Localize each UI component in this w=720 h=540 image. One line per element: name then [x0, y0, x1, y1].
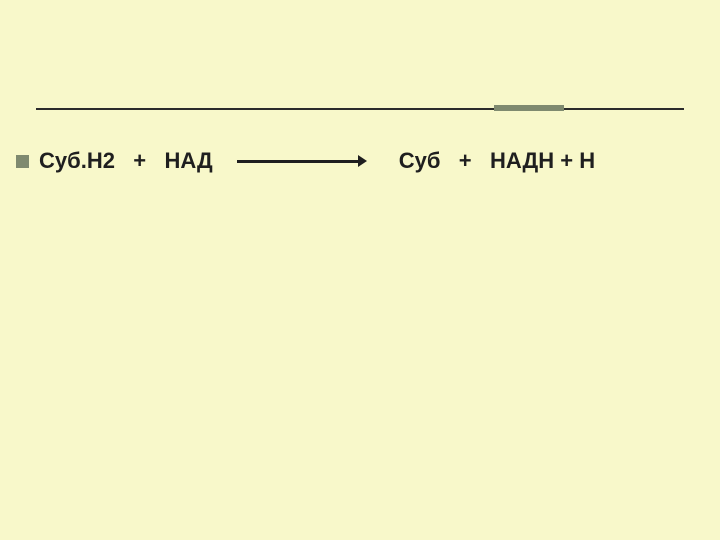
- top-rule: [36, 108, 684, 110]
- arrow-head: [358, 155, 367, 167]
- bullet-icon: [16, 155, 29, 168]
- reaction-arrow-icon: [237, 154, 367, 168]
- products-text: Суб + НАДН + Н: [399, 148, 595, 174]
- reactants-text: Суб.Н2 + НАД: [39, 148, 213, 174]
- top-rule-accent: [494, 105, 564, 111]
- equation-row: Суб.Н2 + НАД Суб + НАДН + Н: [16, 148, 595, 174]
- arrow-shaft: [237, 160, 361, 163]
- slide: Суб.Н2 + НАД Суб + НАДН + Н: [0, 0, 720, 540]
